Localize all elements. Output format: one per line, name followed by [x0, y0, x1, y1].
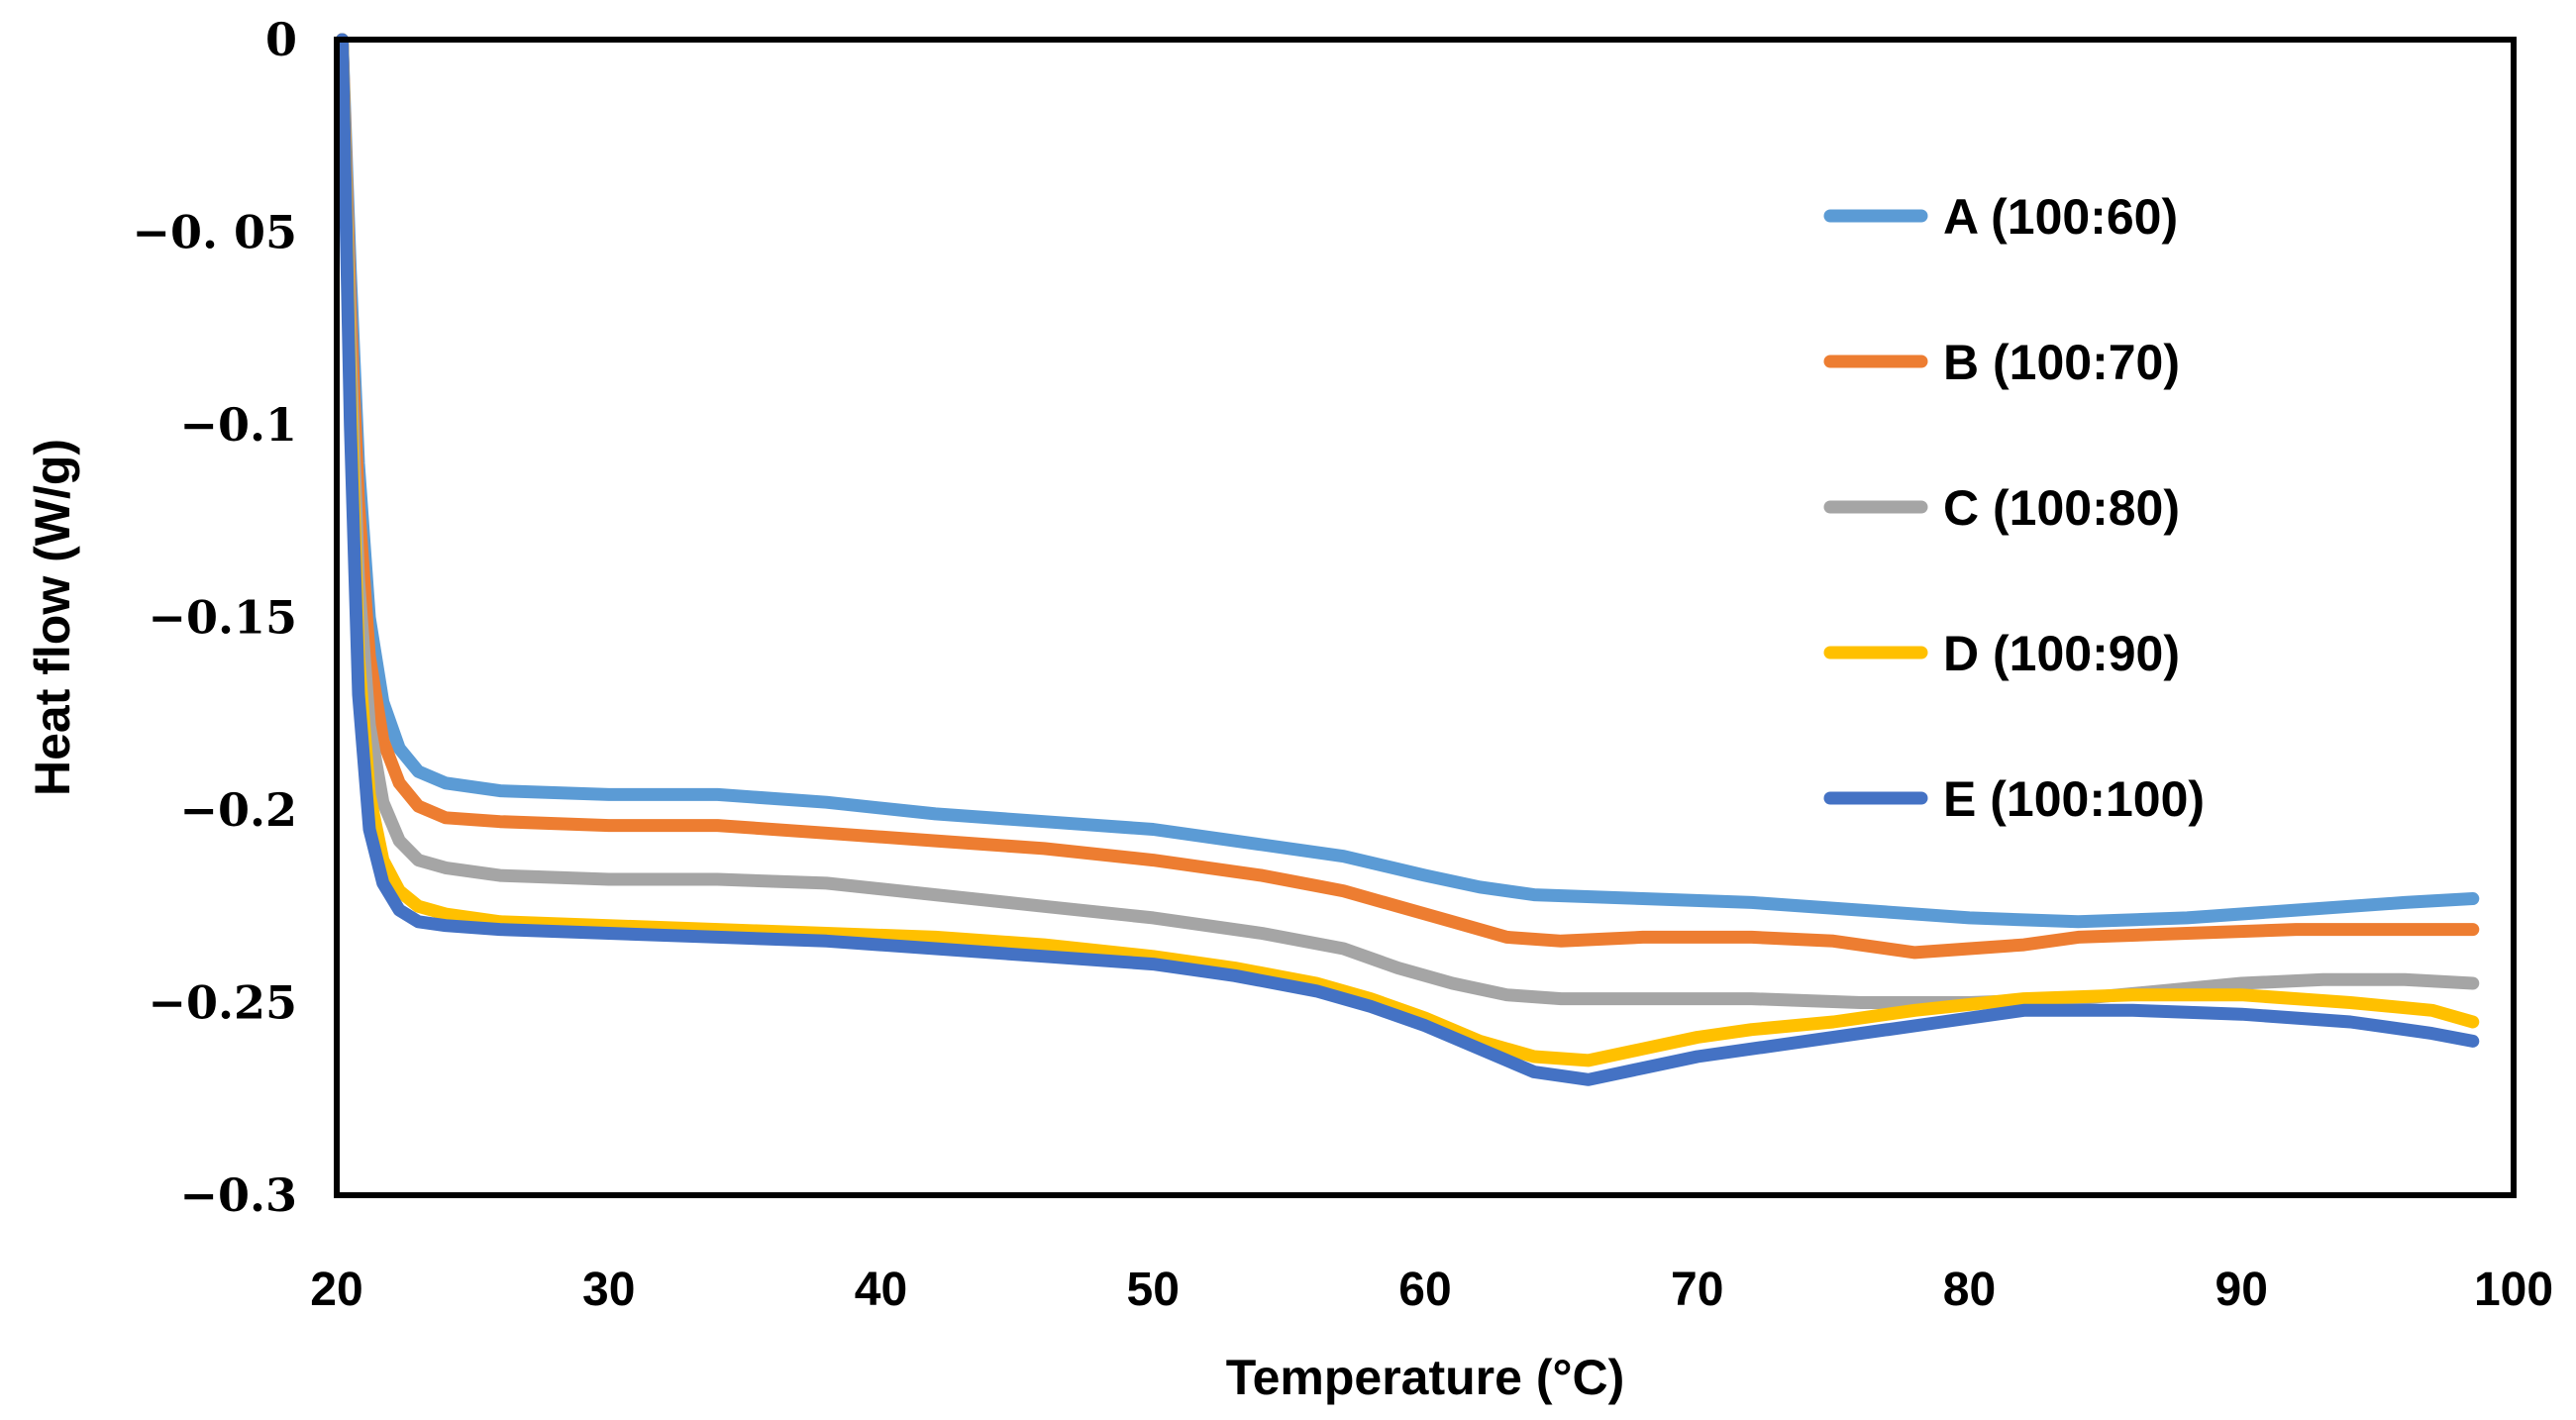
y-axis-title: Heat flow (W/g): [25, 439, 80, 796]
x-tick-label: 70: [1671, 1264, 1723, 1316]
x-axis-title: Temperature (°C): [1226, 1350, 1624, 1405]
x-tick-label: 60: [1398, 1264, 1451, 1316]
y-tick-label: −0.15: [148, 591, 297, 645]
x-tick-label: 40: [855, 1264, 907, 1316]
x-tick-label: 50: [1127, 1264, 1180, 1316]
y-tick-label: −0. 05: [132, 206, 297, 259]
y-axis-ticks: 0 −0. 05 −0.1 −0.15 −0.2 −0.25 −0.3: [132, 13, 297, 1222]
y-tick-label: −0.3: [179, 1168, 297, 1222]
x-axis-ticks: 20 30 40 50 60 70 80 90 100: [310, 1264, 2553, 1316]
legend-label-5: E (100:100): [1943, 771, 2205, 827]
series-line-4: [336, 33, 2480, 1067]
y-tick-label: 0: [265, 13, 297, 66]
legend-label-4: D (100:90): [1943, 626, 2180, 681]
plot-frame: [334, 37, 2517, 1198]
legend: A (100:60) B (100:70) C (100:80) D (100:90)…: [1823, 189, 2205, 827]
legend-label-1: A (100:60): [1943, 189, 2178, 245]
y-tick-label: −0.1: [179, 398, 297, 452]
series-line-5: [336, 33, 2480, 1086]
legend-label-3: C (100:80): [1943, 480, 2180, 536]
series-line-1: [336, 33, 2480, 929]
x-tick-label: 100: [2474, 1264, 2553, 1316]
series-layer: [336, 33, 2480, 1086]
y-tick-label: −0.25: [148, 976, 297, 1030]
x-tick-label: 20: [310, 1264, 362, 1316]
x-tick-label: 80: [1943, 1264, 1996, 1316]
series-line-2: [336, 33, 2480, 960]
y-tick-label: −0.2: [179, 783, 297, 837]
x-tick-label: 90: [2215, 1264, 2268, 1316]
x-tick-label: 30: [582, 1264, 635, 1316]
legend-label-2: B (100:70): [1943, 335, 2180, 390]
